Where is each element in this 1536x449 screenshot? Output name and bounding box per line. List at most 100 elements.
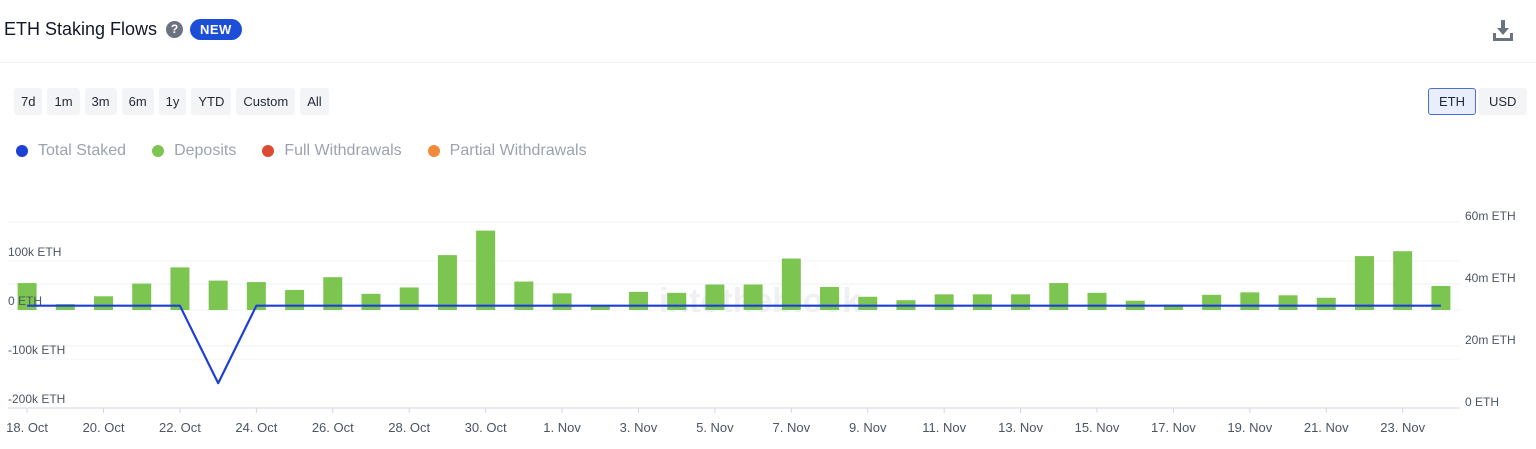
- unit-usd-button[interactable]: USD: [1478, 88, 1528, 115]
- deposit-bar: [94, 296, 114, 310]
- x-tick-label: 13. Nov: [998, 420, 1043, 435]
- range-7d-button[interactable]: 7d: [14, 88, 43, 115]
- x-tick-label: 20. Oct: [83, 420, 125, 435]
- legend-label: Total Staked: [38, 142, 127, 159]
- deposit-bar: [1049, 283, 1069, 310]
- x-tick-label: 5. Nov: [696, 420, 734, 435]
- range-1y-button[interactable]: 1y: [158, 88, 187, 115]
- deposit-bar: [858, 296, 878, 310]
- chart-title: ETH Staking Flows: [4, 19, 158, 39]
- deposit-bar: [934, 294, 954, 310]
- deposit-bar: [705, 284, 725, 310]
- deposit-bar: [667, 292, 687, 310]
- deposit-bar: [1240, 292, 1260, 310]
- range-6m-button[interactable]: 6m: [121, 88, 154, 115]
- legend-dot-total-staked: [16, 145, 28, 157]
- y-axis-left: 100k ETH 0 ETH -100k ETH -200k ETH: [8, 245, 65, 406]
- x-tick-label: 22. Oct: [159, 420, 201, 435]
- deposit-bar: [170, 267, 190, 310]
- deposit-bar: [1354, 256, 1374, 310]
- deposit-bar: [361, 293, 381, 310]
- deposit-bar: [1163, 304, 1183, 310]
- deposit-bar: [1087, 292, 1107, 310]
- y-left-tick-label: -200k ETH: [8, 392, 65, 406]
- deposit-bar: [1278, 295, 1298, 310]
- legend-item-total-staked[interactable]: Total Staked: [16, 142, 126, 160]
- range-ytd-button[interactable]: YTD: [191, 88, 232, 115]
- legend-item-partial-withdrawals[interactable]: Partial Withdrawals: [427, 142, 587, 160]
- total-staked-line: [27, 304, 1441, 385]
- deposit-bar: [781, 258, 801, 310]
- x-tick-label: 26. Oct: [312, 420, 354, 435]
- deposit-bar: [399, 287, 419, 310]
- deposit-bar: [208, 280, 228, 310]
- range-all-button[interactable]: All: [300, 88, 329, 115]
- legend-dot-partial-withdrawals: [427, 145, 440, 157]
- y-right-tick-label: 0 ETH: [1465, 395, 1499, 409]
- unit-selector: ETH USD: [1428, 88, 1528, 115]
- deposit-bar: [55, 304, 75, 310]
- deposit-bar: [323, 277, 343, 310]
- y-right-tick-label: 20m ETH: [1465, 333, 1516, 347]
- unit-eth-button[interactable]: ETH: [1428, 88, 1476, 115]
- y-left-tick-label: -100k ETH: [8, 343, 65, 357]
- deposit-bar: [437, 255, 457, 310]
- x-tick-label: 19. Nov: [1227, 420, 1272, 435]
- deposit-bar: [552, 293, 572, 310]
- legend-dot-full-withdrawals: [262, 145, 275, 157]
- legend-item-deposits[interactable]: Deposits: [152, 142, 236, 160]
- deposit-bar: [1316, 297, 1336, 310]
- x-tick-label: 1. Nov: [543, 420, 581, 435]
- deposit-bar: [590, 305, 610, 310]
- legend-label: Partial Withdrawals: [449, 142, 587, 159]
- x-tick-label: 24. Oct: [235, 420, 277, 435]
- range-1m-button[interactable]: 1m: [47, 88, 80, 115]
- deposit-bar: [820, 286, 840, 310]
- x-tick-label: 7. Nov: [773, 420, 811, 435]
- x-tick-label: 21. Nov: [1304, 420, 1349, 435]
- download-icon[interactable]: [1491, 18, 1515, 42]
- legend-dot-deposits: [152, 145, 165, 157]
- x-tick-label: 3. Nov: [620, 420, 658, 435]
- deposit-bar: [132, 283, 152, 310]
- bar-series: [17, 230, 1451, 310]
- deposit-bar: [628, 291, 648, 310]
- deposit-bar: [1202, 294, 1222, 310]
- x-tick-label: 18. Oct: [6, 420, 48, 435]
- legend-item-full-withdrawals[interactable]: Full Withdrawals: [262, 142, 402, 160]
- chart-legend: Total Staked Deposits Full Withdrawals P…: [16, 142, 587, 160]
- y-right-tick-label: 40m ETH: [1465, 271, 1516, 285]
- deposit-bar: [972, 294, 992, 310]
- range-custom-button[interactable]: Custom: [236, 88, 296, 115]
- y-right-tick-label: 60m ETH: [1465, 209, 1516, 223]
- deposit-bar: [246, 282, 266, 310]
- x-tick-label: 15. Nov: [1075, 420, 1120, 435]
- deposit-bar: [514, 281, 534, 310]
- x-axis: 18. Oct 20. Oct 22. Oct 24. Oct 26. Oct 28. O…: [6, 408, 1426, 435]
- y-left-tick-label: 100k ETH: [8, 245, 61, 259]
- legend-label: Deposits: [174, 142, 237, 159]
- deposit-bar: [1431, 285, 1451, 310]
- x-tick-label: 9. Nov: [849, 420, 887, 435]
- question-circle-icon[interactable]: ?: [166, 21, 183, 38]
- legend-label: Full Withdrawals: [284, 142, 402, 159]
- x-tick-label: 30. Oct: [465, 420, 507, 435]
- x-tick-label: 23. Nov: [1380, 420, 1425, 435]
- x-tick-label: 17. Nov: [1151, 420, 1196, 435]
- deposit-bar: [476, 230, 496, 310]
- deposit-bar: [743, 284, 763, 310]
- line-series: [27, 304, 1441, 385]
- new-badge: NEW: [190, 19, 242, 40]
- x-tick-label: 11. Nov: [922, 420, 966, 435]
- deposit-bar: [1393, 251, 1413, 310]
- deposit-bar: [17, 283, 37, 310]
- x-tick-label: 28. Oct: [388, 420, 430, 435]
- range-3m-button[interactable]: 3m: [84, 88, 117, 115]
- deposit-bar: [285, 289, 305, 310]
- y-axis-right: 0 ETH 20m ETH 40m ETH 60m ETH: [1465, 209, 1516, 409]
- time-range-selector: 7d 1m 3m 6m 1y YTD Custom All: [14, 88, 329, 115]
- y-left-tick-label: 0 ETH: [8, 294, 42, 308]
- chart-header: ETH Staking Flows ? NEW: [0, 0, 1536, 63]
- deposit-bar: [1011, 294, 1031, 310]
